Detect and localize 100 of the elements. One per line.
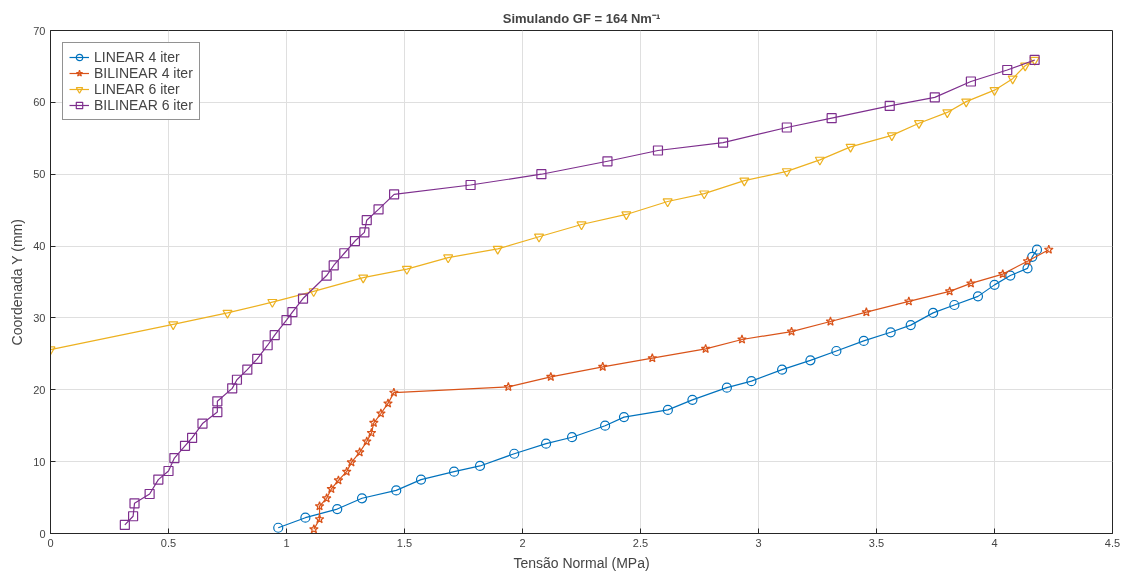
point	[356, 493, 368, 504]
point	[886, 132, 897, 142]
x-axis-title: Tensão Normal (MPa)	[513, 554, 650, 571]
x-tick-label: 4.5	[1104, 536, 1121, 549]
point	[354, 447, 365, 457]
point	[300, 512, 311, 523]
point	[718, 137, 729, 148]
legend-label: LINEAR 4 iter	[94, 49, 180, 65]
point	[366, 427, 377, 438]
point	[746, 376, 757, 387]
point	[349, 235, 361, 247]
point	[884, 100, 895, 112]
point	[169, 452, 180, 464]
point	[129, 498, 140, 509]
point	[443, 254, 454, 264]
point	[168, 321, 179, 331]
point	[269, 330, 280, 341]
point	[576, 221, 587, 231]
point	[944, 286, 955, 296]
point	[119, 519, 130, 530]
x-tick-label: 3	[755, 536, 762, 549]
point	[231, 374, 243, 385]
point	[383, 398, 393, 408]
point	[341, 466, 352, 476]
point	[373, 204, 384, 215]
point	[465, 179, 476, 191]
point	[509, 448, 520, 459]
point	[1031, 244, 1043, 255]
point	[805, 355, 816, 366]
point	[781, 168, 792, 178]
point	[262, 340, 273, 351]
point	[699, 190, 710, 200]
point	[333, 475, 344, 485]
point	[212, 406, 223, 418]
point	[929, 92, 940, 103]
point	[826, 113, 837, 124]
point	[618, 412, 630, 423]
x-tick-label: 1	[283, 536, 290, 549]
point	[179, 440, 191, 451]
point	[281, 314, 292, 326]
point	[928, 307, 939, 318]
point	[187, 432, 198, 444]
point	[913, 120, 925, 129]
point	[309, 524, 319, 534]
point	[961, 98, 972, 108]
point	[1005, 270, 1016, 281]
point	[267, 298, 278, 308]
point	[1007, 75, 1018, 85]
chart-title: Simulando GF = 164 Nm⁻¹	[502, 10, 661, 26]
point	[885, 327, 896, 338]
y-tick-label: 0	[39, 527, 46, 540]
x-tick-label: 0.5	[160, 536, 177, 549]
point	[326, 483, 337, 494]
legend-label: BILINEAR 4 iter	[94, 65, 193, 81]
y-axis-title: Coordenada Y (mm)	[9, 219, 26, 346]
point	[1002, 64, 1013, 76]
point	[989, 279, 1000, 290]
x-tick-label: 1.5	[396, 536, 413, 549]
point	[777, 364, 788, 375]
point	[401, 265, 412, 275]
point	[474, 460, 486, 472]
x-tick-label: 0	[47, 536, 54, 549]
point	[621, 211, 632, 221]
point	[1022, 263, 1033, 274]
point	[273, 522, 284, 533]
point	[861, 307, 872, 317]
point	[359, 227, 370, 238]
point	[647, 353, 658, 363]
point	[652, 145, 664, 156]
point	[597, 361, 608, 372]
point	[949, 299, 960, 311]
point	[321, 270, 332, 281]
point	[858, 335, 869, 347]
point	[786, 326, 797, 336]
point	[492, 245, 503, 255]
point	[997, 269, 1008, 279]
point	[662, 404, 673, 415]
point	[721, 382, 732, 393]
y-tick-label: 70	[33, 24, 46, 37]
point	[222, 309, 233, 319]
point	[602, 156, 613, 167]
point	[328, 260, 339, 271]
point	[361, 215, 372, 226]
point	[965, 76, 976, 87]
point	[903, 296, 914, 306]
point	[332, 503, 343, 515]
point	[314, 501, 325, 511]
y-tick-label: 30	[33, 311, 46, 324]
point	[966, 278, 976, 288]
point	[368, 417, 379, 428]
point	[197, 418, 208, 429]
point	[308, 288, 319, 298]
point	[1022, 256, 1033, 266]
point	[845, 143, 856, 153]
point	[533, 233, 545, 243]
point	[942, 109, 953, 119]
point	[545, 371, 556, 382]
point	[361, 436, 372, 446]
x-tick-label: 3.5	[868, 536, 885, 549]
point	[825, 316, 836, 326]
